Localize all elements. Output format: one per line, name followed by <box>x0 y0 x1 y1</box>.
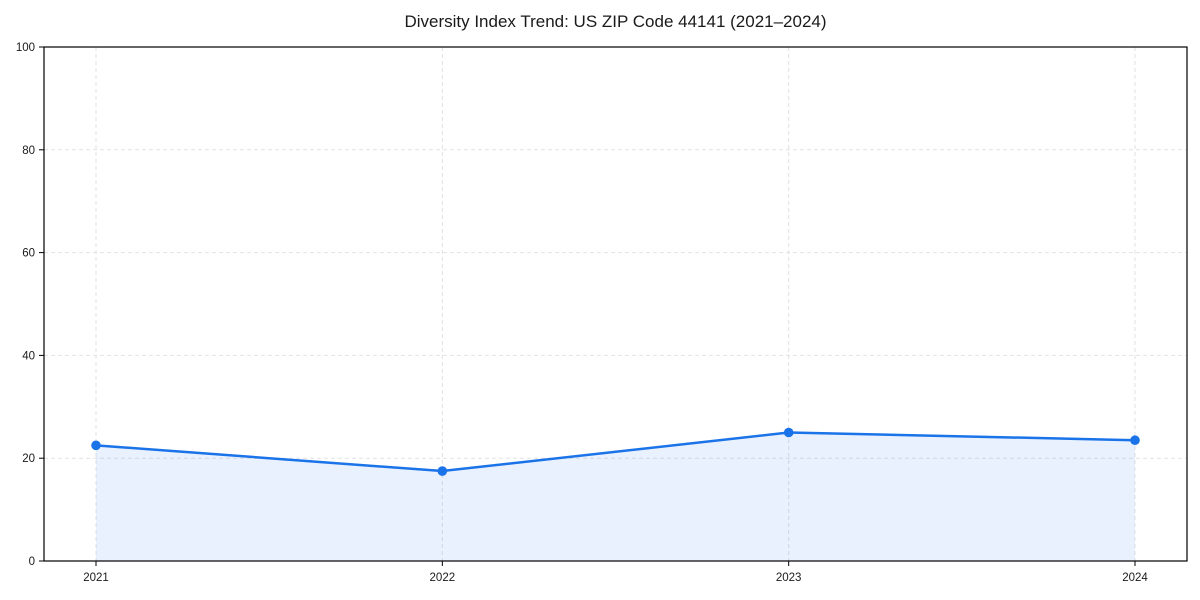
y-tick-label: 20 <box>22 453 35 465</box>
x-tick-label: 2022 <box>430 572 456 584</box>
y-tick-label: 40 <box>22 350 35 362</box>
x-tick-label: 2024 <box>1122 572 1148 584</box>
data-point-marker <box>91 440 101 451</box>
trend-line <box>94 431 1137 473</box>
data-point-marker <box>783 427 794 438</box>
y-tick-label: 80 <box>22 145 35 157</box>
data-point-marker <box>1130 435 1140 446</box>
data-point-marker <box>437 466 448 476</box>
y-tick-label: 0 <box>29 556 35 568</box>
plot-border <box>43 46 1188 562</box>
x-tick-label: 2023 <box>776 572 802 584</box>
x-tick-label: 2021 <box>83 572 109 584</box>
y-tick-label: 60 <box>22 248 35 260</box>
y-tick-label: 100 <box>16 42 35 54</box>
chart-title: Diversity Index Trend: US ZIP Code 44141… <box>404 12 827 31</box>
